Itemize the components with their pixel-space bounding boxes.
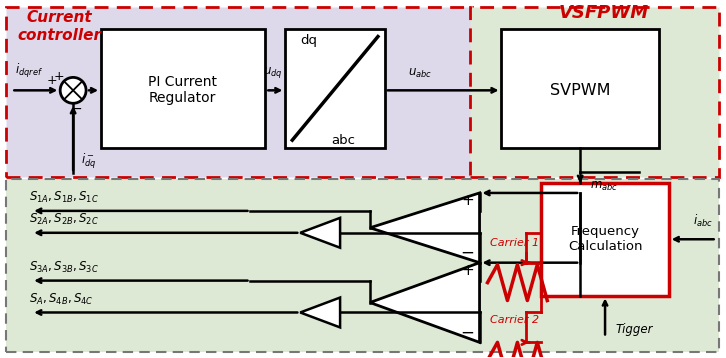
Text: Carrier 1: Carrier 1 [489, 238, 539, 248]
Text: $i_{abc}$: $i_{abc}$ [693, 213, 713, 229]
Polygon shape [301, 218, 340, 248]
Polygon shape [370, 263, 480, 342]
Text: +: + [46, 74, 57, 87]
Text: Frequency
Calculation: Frequency Calculation [568, 225, 643, 253]
Bar [7, 179, 719, 352]
Polygon shape [301, 297, 340, 328]
Bar [101, 29, 266, 148]
Polygon shape [370, 193, 480, 263]
Text: +: + [462, 263, 475, 278]
Text: $i_{dq}^-$: $i_{dq}^-$ [81, 152, 97, 171]
Bar [470, 7, 719, 177]
Circle shape [60, 77, 86, 103]
Bar [542, 183, 669, 296]
Text: $S_{1A},S_{1B},S_{1C}$: $S_{1A},S_{1B},S_{1C}$ [29, 190, 99, 205]
Text: $u_{abc}$: $u_{abc}$ [408, 67, 432, 81]
Text: Tigger: Tigger [615, 323, 653, 336]
Text: Carrier 2: Carrier 2 [489, 315, 539, 325]
Text: abc: abc [331, 134, 355, 147]
Bar [7, 7, 472, 177]
Bar [502, 29, 659, 148]
Text: VSFPWM: VSFPWM [559, 4, 649, 21]
Text: dq: dq [301, 34, 317, 47]
Text: +: + [54, 70, 65, 83]
Text: Current
controller: Current controller [17, 10, 101, 43]
Text: $u_{dq}$: $u_{dq}$ [263, 66, 282, 81]
Text: PI Current
Regulator: PI Current Regulator [148, 75, 217, 106]
Text: $S_{3A},S_{3B},S_{3C}$: $S_{3A},S_{3B},S_{3C}$ [29, 260, 99, 275]
Bar [285, 29, 385, 148]
Text: SVPWM: SVPWM [550, 83, 611, 98]
Text: −: − [461, 323, 475, 342]
Text: −: − [70, 102, 82, 116]
Text: $S_A,S_{4B},S_{4C}$: $S_A,S_{4B},S_{4C}$ [29, 291, 94, 306]
Text: −: − [461, 244, 475, 262]
Text: $i_{dqref}$: $i_{dqref}$ [15, 62, 44, 81]
Text: +: + [462, 193, 475, 208]
Text: $m_{abc}$: $m_{abc}$ [590, 180, 618, 193]
Text: $S_{2A},S_{2B},S_{2C}$: $S_{2A},S_{2B},S_{2C}$ [29, 212, 99, 227]
